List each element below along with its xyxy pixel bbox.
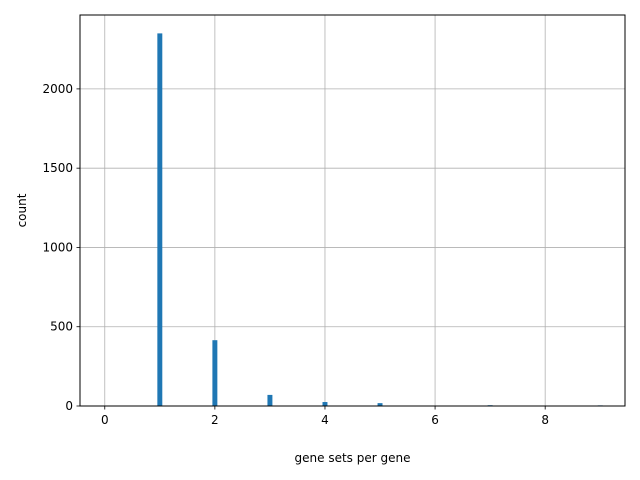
- x-tick-label: 0: [101, 413, 109, 427]
- y-tick-label: 2000: [42, 82, 73, 96]
- x-tick-label: 8: [541, 413, 549, 427]
- x-tick-label: 4: [321, 413, 329, 427]
- y-tick-label: 1000: [42, 240, 73, 254]
- histogram-bar: [212, 340, 218, 406]
- x-tick-label: 2: [211, 413, 219, 427]
- x-tick-label: 6: [431, 413, 439, 427]
- histogram-bar: [322, 402, 328, 406]
- histogram-bar: [267, 394, 273, 406]
- histogram-bar: [377, 403, 383, 406]
- x-axis-ticks: 0 2 4 6 8: [101, 406, 549, 427]
- histogram-bar: [157, 33, 163, 406]
- y-tick-label: 500: [50, 320, 73, 334]
- y-axis-label: count: [15, 193, 29, 227]
- x-axis-label: gene sets per gene: [295, 451, 411, 465]
- plot-frame: [79, 14, 626, 407]
- y-tick-label: 1500: [42, 161, 73, 175]
- y-tick-label: 0: [65, 399, 73, 413]
- y-axis-ticks: 0 500 1000 1500 2000: [42, 82, 80, 413]
